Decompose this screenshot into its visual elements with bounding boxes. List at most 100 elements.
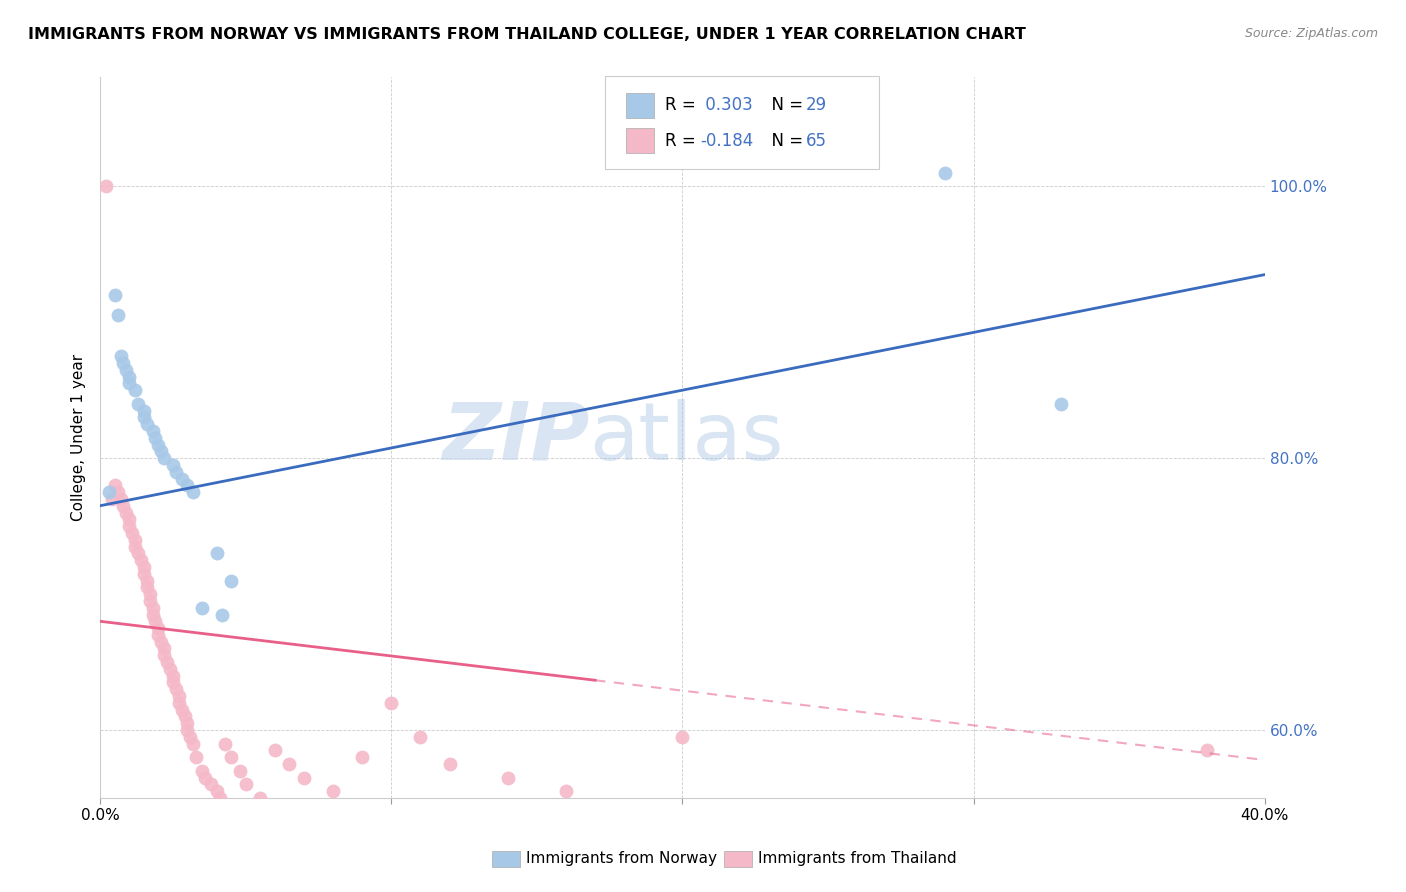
Point [118,512,141,526]
Point [127,397,149,411]
Point [613,797,636,812]
Point [176,716,198,731]
Point [132,560,155,574]
Point [380,696,402,710]
Point [97,485,120,500]
Point [409,730,432,744]
Text: 0.303: 0.303 [700,96,754,114]
Point [167,689,190,703]
Point [263,743,285,757]
Point [153,648,176,663]
Point [132,403,155,417]
Point [170,703,193,717]
Point [170,471,193,485]
Y-axis label: College, Under 1 year: College, Under 1 year [72,354,86,521]
Point [148,621,170,635]
Point [121,525,143,540]
Point [115,363,138,377]
Point [229,764,252,778]
Point [194,771,217,785]
Point [278,757,301,772]
Point [150,634,173,648]
Point [141,424,163,438]
Point [173,709,195,723]
Point [129,553,152,567]
Point [934,166,956,180]
Text: R =: R = [665,132,702,150]
Point [205,784,228,798]
Point [208,791,231,805]
Point [124,383,146,397]
Point [110,491,132,506]
Point [115,506,138,520]
Point [132,566,155,581]
Point [176,478,198,492]
Point [205,546,228,560]
Point [439,757,461,772]
Point [112,499,135,513]
Point [104,478,127,492]
Point [555,784,578,798]
Point [1050,397,1073,411]
Text: Source: ZipAtlas.com: Source: ZipAtlas.com [1244,27,1378,40]
Point [1195,743,1218,757]
Point [191,600,214,615]
Point [148,437,170,451]
Point [145,431,167,445]
Point [94,179,117,194]
Point [153,451,176,466]
Point [165,465,187,479]
Text: -0.184: -0.184 [700,132,754,150]
Point [141,607,163,622]
Point [112,356,135,370]
Text: ZIP: ZIP [441,399,589,476]
Point [191,764,214,778]
Point [179,730,201,744]
Point [671,730,693,744]
Point [249,791,271,805]
Point [150,444,173,458]
Point [162,675,184,690]
Point [107,485,129,500]
Point [156,655,179,669]
Point [118,376,141,391]
Point [127,546,149,560]
Point [118,519,141,533]
Point [153,641,176,656]
Point [181,737,204,751]
Point [219,750,242,764]
Point [167,696,190,710]
Point [132,410,155,425]
Point [124,533,146,547]
Point [214,737,236,751]
Point [100,491,122,506]
Text: R =: R = [665,96,702,114]
Point [292,771,315,785]
Text: Immigrants from Thailand: Immigrants from Thailand [758,852,956,866]
Point [186,750,208,764]
Point [107,309,129,323]
Point [200,777,222,791]
Point [181,485,204,500]
Point [110,349,132,363]
Point [496,771,519,785]
Point [124,540,146,554]
Point [118,369,141,384]
Point [138,594,160,608]
Text: Immigrants from Norway: Immigrants from Norway [526,852,717,866]
Point [159,662,181,676]
Point [322,784,344,798]
Point [165,682,187,697]
Point [176,723,198,737]
Point [352,750,374,764]
Point [141,600,163,615]
Point [104,288,127,302]
Text: N =: N = [761,132,808,150]
Point [148,628,170,642]
Text: atlas: atlas [589,399,783,476]
Text: N =: N = [761,96,808,114]
Point [211,607,233,622]
Point [162,669,184,683]
Point [162,458,184,472]
Point [135,580,157,594]
